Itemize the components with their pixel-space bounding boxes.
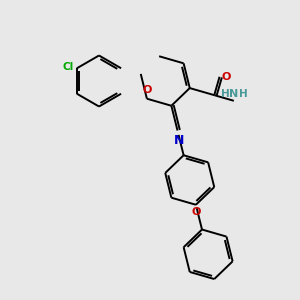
- Text: O: O: [222, 72, 231, 82]
- Text: O: O: [191, 207, 201, 217]
- Text: Cl: Cl: [63, 62, 74, 72]
- Text: H: H: [221, 89, 230, 99]
- Text: H: H: [239, 89, 248, 99]
- Text: O: O: [142, 85, 152, 95]
- Text: N: N: [229, 89, 239, 99]
- Text: N: N: [173, 134, 184, 147]
